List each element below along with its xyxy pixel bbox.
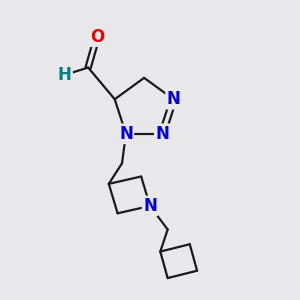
Text: O: O	[90, 28, 104, 46]
Text: N: N	[167, 90, 181, 108]
Text: N: N	[119, 125, 133, 143]
Text: N: N	[143, 197, 157, 215]
Text: N: N	[155, 125, 169, 143]
Text: H: H	[58, 66, 71, 84]
